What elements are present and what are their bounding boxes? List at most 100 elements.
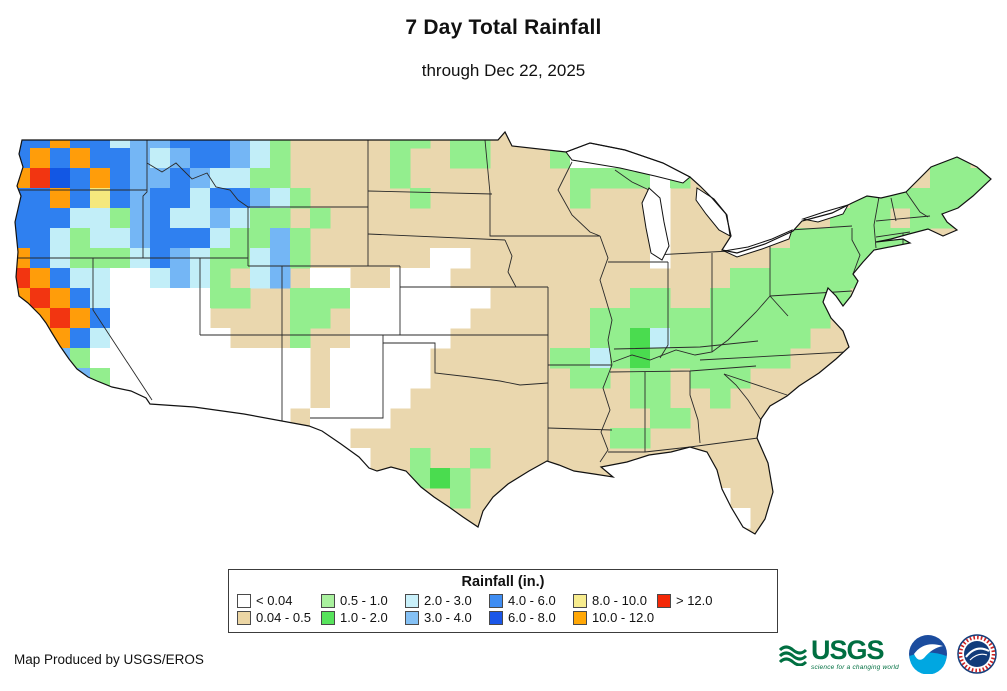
raster-cell [230, 388, 251, 409]
raster-cell [130, 328, 151, 349]
legend-column: 8.0 - 10.0 10.0 - 12.0 [573, 593, 657, 625]
legend-label: 0.04 - 0.5 [256, 610, 311, 625]
raster-cell [350, 368, 371, 389]
raster-cell [70, 308, 91, 329]
raster-cell [110, 228, 131, 249]
raster-cell [830, 248, 851, 269]
raster-cell [930, 188, 951, 209]
raster-cell [890, 248, 911, 269]
raster-cell [850, 228, 871, 249]
raster-cell [670, 408, 691, 429]
raster-cell [750, 268, 771, 289]
raster-cell [290, 188, 311, 209]
raster-cell [130, 388, 151, 409]
raster-cell [330, 348, 351, 369]
raster-cell [670, 348, 691, 369]
raster-cell [390, 132, 411, 149]
raster-cell [250, 168, 271, 189]
raster-cell [630, 388, 651, 409]
raster-cell [170, 188, 191, 209]
raster-cell [230, 228, 251, 249]
raster-cell [90, 348, 111, 369]
raster-cell [210, 228, 231, 249]
legend-swatch [489, 610, 503, 625]
raster-cell [250, 248, 271, 269]
raster-cell [470, 132, 491, 149]
raster-cell [50, 268, 71, 289]
raster-cell [170, 288, 191, 309]
raster-cell [50, 288, 71, 309]
raster-cell [50, 188, 71, 209]
raster-cell [70, 208, 91, 229]
raster-cell [970, 168, 991, 189]
raster-cell [850, 188, 871, 209]
legend-swatch [489, 593, 503, 608]
raster-cell [190, 328, 211, 349]
state-border-line [723, 373, 762, 421]
raster-cell [190, 168, 211, 189]
raster-cell [610, 168, 631, 189]
raster-cell [310, 288, 331, 309]
legend-item: 1.0 - 2.0 [321, 610, 405, 625]
raster-cell [790, 228, 811, 249]
raster-cell [610, 348, 631, 369]
state-border-line [484, 139, 600, 237]
state-border-line [367, 190, 493, 195]
raster-cell [30, 268, 51, 289]
raster-cell [170, 408, 191, 429]
raster-cell [250, 368, 271, 389]
legend-label: 0.5 - 1.0 [340, 593, 388, 608]
us-outline [14, 130, 992, 535]
raster-cell [770, 248, 791, 269]
raster-cell [350, 328, 371, 349]
state-border-line [875, 231, 911, 238]
legend-item: 2.0 - 3.0 [405, 593, 489, 608]
raster-cell [330, 388, 351, 409]
raster-cell [30, 132, 51, 149]
state-border-line [599, 235, 613, 366]
legend-swatch [573, 593, 587, 608]
raster-cell [270, 148, 291, 169]
raster-cell [90, 308, 111, 329]
raster-cell [410, 308, 431, 329]
raster-cell [590, 368, 611, 389]
raster-cell [650, 328, 671, 349]
legend-column: 2.0 - 3.0 3.0 - 4.0 [405, 593, 489, 625]
raster-cell [570, 368, 591, 389]
raster-cell [650, 388, 671, 409]
raster-cell [350, 348, 371, 369]
raster-cell [730, 268, 751, 289]
state-border-line [905, 191, 929, 218]
legend-item: 4.0 - 6.0 [489, 593, 573, 608]
legend-item: 3.0 - 4.0 [405, 610, 489, 625]
raster-cell [110, 188, 131, 209]
legend-label: 2.0 - 3.0 [424, 593, 472, 608]
raster-cell [270, 388, 291, 409]
state-border-line [382, 335, 549, 386]
raster-cell [15, 268, 31, 289]
raster-cell [410, 368, 431, 389]
raster-cell [210, 148, 231, 169]
usgs-logo: USGS science for a changing world [778, 634, 899, 672]
raster-cell [130, 348, 151, 369]
lake-erie [722, 229, 793, 258]
raster-cell [190, 208, 211, 229]
usgs-logo-text: USGS [811, 634, 885, 665]
state-borders [16, 139, 931, 463]
raster-cell [470, 148, 491, 169]
legend-label: 8.0 - 10.0 [592, 593, 647, 608]
raster-cell [770, 308, 791, 329]
raster-cell [630, 328, 651, 349]
state-border-line [890, 197, 897, 222]
state-border-line [557, 161, 601, 237]
state-border-line [875, 215, 931, 222]
raster-cell [210, 368, 231, 389]
raster-cell [250, 228, 271, 249]
raster-cell [690, 348, 711, 369]
raster-cell [410, 348, 431, 369]
raster-cell [150, 268, 171, 289]
raster-cell [270, 188, 291, 209]
state-border-line [613, 340, 759, 350]
state-border-line [873, 196, 880, 249]
raster-cell [930, 208, 951, 229]
